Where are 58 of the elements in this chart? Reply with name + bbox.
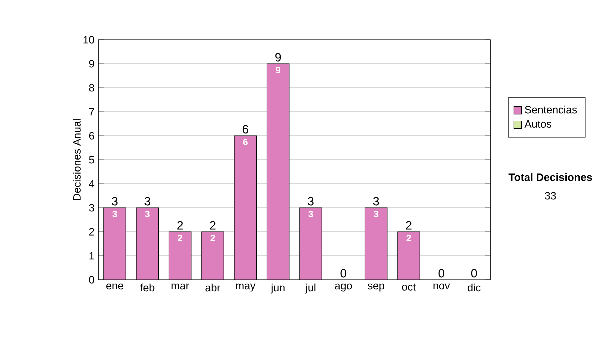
total-label: 6 (242, 125, 248, 134)
x-tick-label: jul (305, 284, 316, 294)
bar (136, 208, 160, 280)
x-tick-label: may (236, 284, 256, 292)
data-label: 2 (210, 234, 216, 242)
data-label: 3 (112, 210, 118, 218)
bar (168, 232, 192, 280)
y-tick-label: 1 (90, 252, 94, 260)
bar (266, 64, 290, 280)
y-tick-label: 7 (89, 108, 94, 116)
total-label: 3 (308, 197, 314, 206)
x-tick-label: dic (468, 284, 481, 292)
total-label: 3 (144, 197, 150, 206)
y-tick-label: 10 (84, 36, 94, 44)
total-label: 2 (178, 221, 184, 230)
total-label: 2 (406, 221, 412, 230)
total-label: 3 (373, 197, 380, 206)
x-tick-label: feb (140, 284, 155, 292)
total-label: 3 (112, 197, 118, 206)
y-tick-label: 6 (89, 132, 94, 140)
x-tick-label: ene (106, 284, 124, 290)
y-axis-title: Decisiones Anual (73, 120, 81, 200)
data-label: 9 (276, 66, 281, 74)
bar (364, 208, 388, 280)
bar (398, 232, 420, 280)
bar (202, 232, 224, 280)
data-label: 3 (145, 210, 150, 218)
total-label: 0 (471, 269, 478, 278)
y-tick-label: 9 (89, 60, 94, 68)
y-tick-label: 2 (89, 228, 94, 236)
x-tick-label: mar (172, 284, 190, 290)
data-label: 2 (178, 234, 183, 242)
legend-label: Sentencias (525, 106, 578, 114)
x-tick-label: oct (402, 284, 416, 291)
x-tick-label: nov (434, 284, 450, 290)
x-tick-label: sep (368, 284, 384, 292)
bar (234, 136, 258, 280)
x-tick-label: jun (270, 284, 285, 294)
y-tick-label: 4 (89, 180, 95, 188)
data-label: 6 (243, 138, 248, 146)
bar (104, 208, 126, 280)
total-label: 2 (210, 221, 216, 230)
bar (300, 208, 322, 280)
x-tick-label: abr (206, 284, 221, 292)
legend-label: Autos (524, 120, 552, 128)
y-tick-label: 8 (89, 84, 94, 92)
total-label: 9 (276, 53, 282, 62)
x-tick-label: ago (335, 284, 352, 292)
total-label: 0 (340, 269, 347, 278)
data-label: 3 (308, 210, 314, 218)
y-tick-label: 3 (89, 204, 94, 212)
text: Total Decisiones (508, 173, 592, 182)
total-label: 0 (438, 269, 445, 278)
y-tick-label: 0 (89, 276, 94, 284)
data-label: 3 (374, 210, 379, 218)
y-tick-label: 5 (89, 156, 94, 164)
data-label: 2 (406, 234, 412, 242)
text: 33 (545, 192, 556, 200)
